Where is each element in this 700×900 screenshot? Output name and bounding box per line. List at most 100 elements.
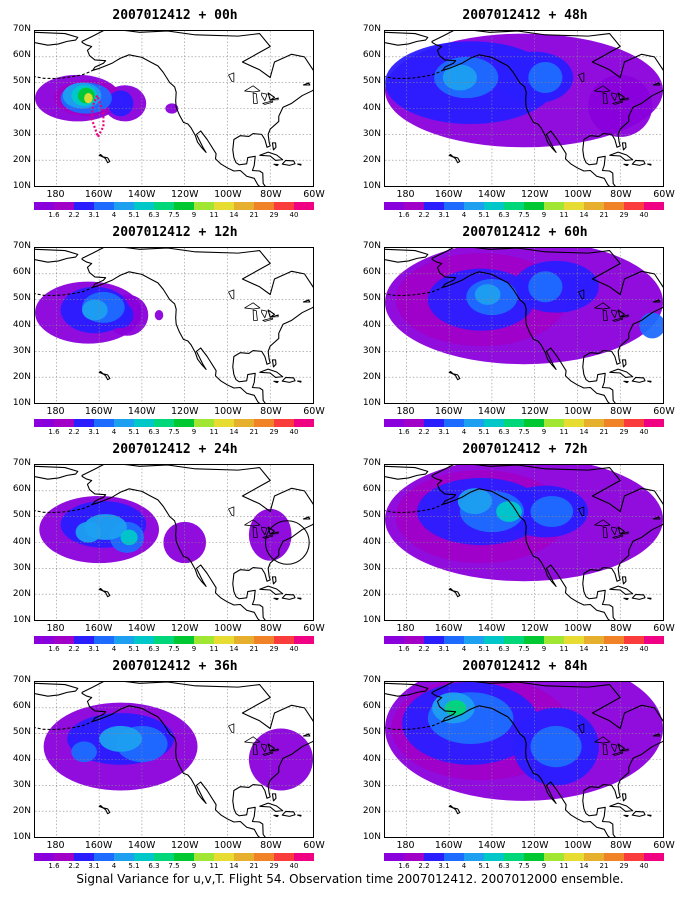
- map-svg: [35, 248, 313, 403]
- colorbar-swatch: [584, 202, 604, 210]
- colorbar-swatch: [294, 853, 314, 861]
- island-1: [98, 804, 111, 815]
- lat-label: 30N: [12, 128, 31, 139]
- colorbar-level-label: 21: [249, 862, 259, 870]
- colorbar-swatch: [504, 853, 524, 861]
- colorbar-level-label: 6.3: [498, 645, 510, 653]
- colorbar-swatch: [604, 419, 624, 427]
- colorbar-swatch: [464, 636, 484, 644]
- island-9: [617, 526, 626, 535]
- colorbar-level-label: 29: [619, 211, 629, 219]
- variance-contour-2: [588, 74, 653, 137]
- great-lake-3: [261, 309, 268, 319]
- lat-label: 10N: [12, 181, 31, 191]
- colorbar-level-label: 14: [579, 211, 589, 219]
- lon-label: 80W: [610, 623, 632, 634]
- map-svg: [385, 465, 663, 620]
- colorbar-level-label: 4: [111, 211, 117, 219]
- great-lake-1: [594, 302, 611, 310]
- colorbar-swatch: [194, 202, 214, 210]
- panel-title: 2007012412 + 72h: [462, 442, 588, 457]
- colorbar-swatch: [584, 419, 604, 427]
- asia-coast: [35, 682, 79, 697]
- lon-label: 60W: [303, 189, 325, 200]
- lon-label: 140W: [477, 406, 506, 417]
- lon-label: 140W: [477, 840, 506, 851]
- map-frame: [384, 681, 664, 838]
- lat-label: 10N: [12, 615, 31, 625]
- colorbar-swatch: [644, 636, 664, 644]
- island-7: [302, 82, 311, 86]
- lon-label: 100W: [564, 406, 592, 417]
- colorbar-swatch: [74, 853, 94, 861]
- lat-label: 10N: [362, 181, 381, 191]
- graticule: [385, 465, 663, 620]
- lon-label: 120W: [521, 406, 549, 417]
- aleutian-islands: [385, 720, 444, 731]
- colorbar-swatch: [484, 419, 504, 427]
- island-6: [621, 142, 627, 151]
- aleutian-islands: [35, 503, 94, 514]
- lat-label: 20N: [12, 588, 31, 599]
- colorbar-swatch: [294, 636, 314, 644]
- colorbar-swatch: [294, 202, 314, 210]
- great-lake-1: [244, 85, 261, 93]
- colorbar-level-label: 40: [639, 862, 649, 870]
- colorbar-swatch: [94, 202, 114, 210]
- north-america-coast: [81, 682, 313, 837]
- colorbar-swatch: [544, 419, 564, 427]
- colorbar-level-label: 3.1: [88, 862, 100, 870]
- great-lake-4: [262, 751, 274, 756]
- colorbar-swatch: [644, 202, 664, 210]
- colorbar-swatch: [524, 636, 544, 644]
- lon-label: 180: [46, 623, 65, 634]
- colorbar: [384, 636, 664, 644]
- colorbar-level-label: 21: [249, 428, 259, 436]
- colorbar-level-label: 21: [599, 645, 609, 653]
- colorbar: [384, 853, 664, 861]
- asia-coast: [35, 465, 79, 480]
- great-lake-5: [620, 748, 629, 752]
- lat-label: 60N: [362, 267, 381, 278]
- colorbar-swatch: [174, 202, 194, 210]
- lon-label: 160W: [84, 189, 113, 200]
- colorbar-level-label: 21: [599, 428, 609, 436]
- colorbar-swatch: [274, 202, 294, 210]
- lat-label: 60N: [12, 701, 31, 712]
- map-frame: [34, 30, 314, 187]
- island-2: [609, 802, 634, 812]
- north-america-coast: [81, 31, 313, 186]
- lat-label: 60N: [362, 701, 381, 712]
- lon-label: 100W: [564, 623, 592, 634]
- lat-label: 50N: [362, 510, 381, 521]
- map-svg: [385, 31, 663, 186]
- colorbar-swatch: [174, 853, 194, 861]
- great-lake-3: [611, 92, 618, 102]
- great-lake-3: [611, 526, 618, 536]
- colorbar-swatch: [174, 419, 194, 427]
- colorbar-swatch: [384, 853, 404, 861]
- colorbar-swatch: [154, 419, 174, 427]
- variance-contour-7: [528, 62, 563, 93]
- map-svg: [35, 465, 313, 620]
- colorbar-level-label: 6.3: [498, 428, 510, 436]
- great-lake-2: [602, 92, 608, 104]
- island-2: [259, 368, 284, 378]
- colorbar-level-label: 40: [289, 645, 299, 653]
- island-4: [273, 814, 279, 818]
- island-1: [98, 587, 111, 598]
- colorbar-swatch: [114, 636, 134, 644]
- lat-label: 50N: [362, 293, 381, 304]
- signal-variance-field: [43, 702, 313, 791]
- graticule: [35, 31, 313, 186]
- island-7: [302, 299, 311, 303]
- asia-coast: [385, 465, 429, 480]
- island-3: [631, 593, 646, 600]
- colorbar-level-label: 21: [599, 862, 609, 870]
- colorbar-level-label: 2.2: [418, 862, 430, 870]
- colorbar-swatch: [134, 419, 154, 427]
- great-lake-1: [244, 519, 261, 527]
- colorbar-swatch: [134, 853, 154, 861]
- lon-label: 120W: [521, 623, 549, 634]
- colorbar-level-label: 5.1: [478, 211, 490, 219]
